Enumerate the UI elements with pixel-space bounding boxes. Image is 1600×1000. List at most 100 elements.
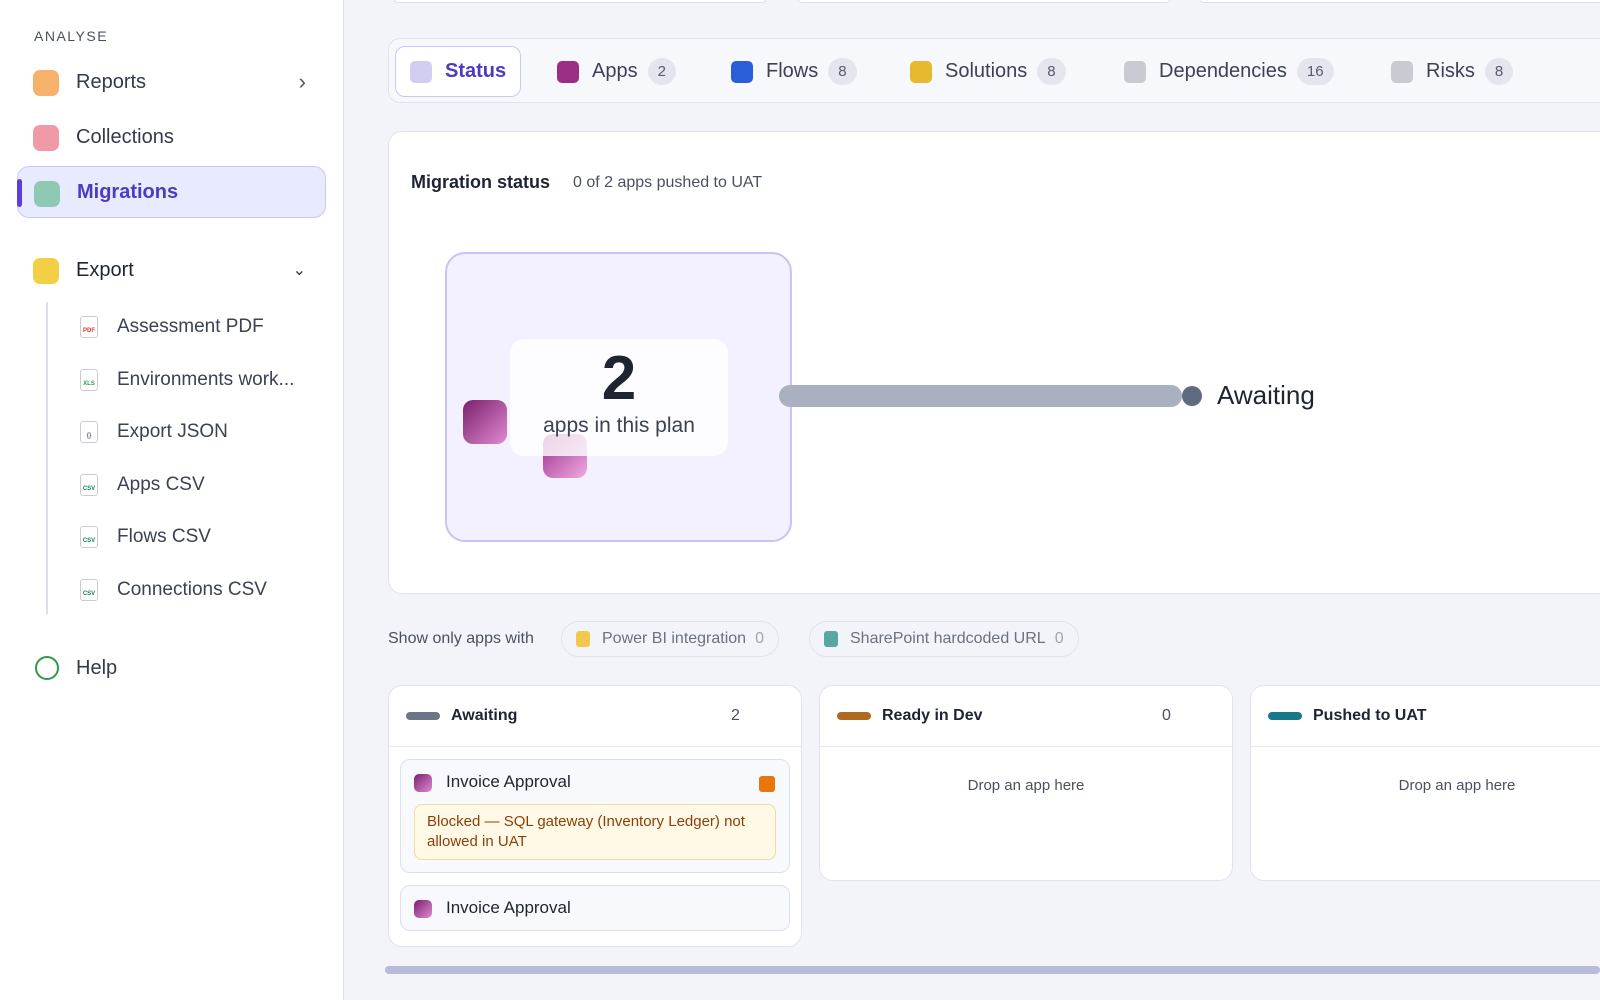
- chip-count: 0: [755, 630, 764, 647]
- filter-chip[interactable]: SharePoint hardcoded URL 0: [809, 621, 1079, 657]
- card-title-row: Invoice Approval: [414, 898, 776, 918]
- tab[interactable]: Apps 2: [543, 46, 690, 97]
- spacer: [389, 747, 801, 759]
- nav-label: Help: [76, 656, 118, 679]
- export-item[interactable]: PDF Assessment PDF: [80, 312, 264, 342]
- column-name: Pushed to UAT: [1313, 707, 1427, 724]
- file-icon: PDF: [80, 316, 98, 338]
- tree-line: [46, 302, 48, 614]
- column-count: 0: [1162, 707, 1171, 724]
- tab-label: Flows: [766, 60, 819, 82]
- stage-label: Awaiting: [1217, 380, 1315, 410]
- empty-hint: Drop an app here: [1398, 777, 1516, 794]
- nav-label: Reports: [76, 70, 147, 93]
- app-card[interactable]: Invoice Approval: [400, 885, 790, 931]
- column-header: Ready in Dev 0: [820, 686, 1232, 747]
- tab[interactable]: Dependencies 16: [1110, 46, 1348, 97]
- column-name: Ready in Dev: [882, 707, 983, 724]
- tab-label: Status: [445, 60, 507, 82]
- count-label: apps in this plan: [543, 414, 695, 437]
- chevron: ⌄: [292, 262, 306, 279]
- top-card: [392, 0, 768, 3]
- export-item[interactable]: CSV Apps CSV: [80, 470, 205, 500]
- chevron: ›: [298, 69, 306, 94]
- status-panel: Migration status 0 of 2 apps pushed to U…: [388, 131, 1600, 594]
- nav-label: Collections: [76, 125, 174, 148]
- tab[interactable]: Risks 8: [1377, 46, 1527, 97]
- column-header: Awaiting 2: [389, 686, 801, 747]
- chip-icon: [576, 631, 590, 647]
- app-icon: [414, 899, 432, 918]
- tab[interactable]: Status: [395, 46, 522, 97]
- card-title: Invoice Approval: [446, 772, 571, 791]
- export-label: Connections CSV: [117, 579, 267, 600]
- section-label: ANALYSE: [34, 28, 109, 44]
- export-item[interactable]: CSV Flows CSV: [80, 522, 211, 552]
- panel-title: Migration status: [411, 172, 551, 192]
- blocker-note: Blocked — SQL gateway (Inventory Ledger)…: [414, 804, 776, 860]
- count-card: 2 apps in this plan: [510, 339, 728, 456]
- app-icon: [463, 400, 507, 444]
- file-icon: CSV: [80, 526, 98, 549]
- nav-item[interactable]: Collections: [17, 111, 326, 163]
- tab-count: 8: [1037, 58, 1066, 85]
- tab-icon: [1124, 60, 1146, 83]
- tab-count: 16: [1296, 58, 1334, 85]
- export-label: Export JSON: [117, 421, 228, 443]
- tab-label: Risks: [1426, 60, 1475, 82]
- column-count: 2: [731, 707, 740, 724]
- nav-item[interactable]: Help: [17, 642, 326, 694]
- tab-label: Solutions: [945, 60, 1028, 82]
- empty-hint: Drop an app here: [967, 777, 1085, 794]
- top-card: [796, 0, 1172, 3]
- tab-count: 8: [828, 58, 857, 85]
- progress-bar: [779, 385, 1182, 407]
- file-icon: {}: [80, 421, 98, 444]
- tab-icon: [731, 60, 753, 83]
- app-count: 2: [601, 344, 637, 413]
- file-icon: CSV: [80, 579, 98, 601]
- chip-icon: [824, 631, 838, 647]
- export-label: Assessment PDF: [117, 316, 264, 337]
- app-icon: [414, 773, 432, 792]
- nav-item[interactable]: Reports ›: [17, 56, 326, 108]
- board-column: Pushed to UAT Drop an app here: [1250, 685, 1600, 881]
- card-title-row: Invoice Approval: [414, 772, 776, 792]
- tab-icon: [557, 60, 579, 83]
- file-icon: XLS: [80, 368, 98, 391]
- app-card[interactable]: Invoice Approval Blocked — SQL gateway (I…: [400, 759, 790, 873]
- tab-count: 8: [1484, 58, 1514, 85]
- filter-label: Show only apps with: [388, 630, 534, 647]
- filter-chip[interactable]: Power BI integration 0: [561, 621, 779, 657]
- status-pill: [1268, 712, 1302, 720]
- tab-icon: [1391, 60, 1413, 83]
- scrollbar: [385, 966, 1600, 974]
- tab[interactable]: Solutions 8: [896, 46, 1080, 97]
- status-pill: [837, 712, 871, 720]
- nav-label: Migrations: [77, 180, 179, 203]
- chip-count: 0: [1054, 630, 1064, 647]
- panel-subtitle: 0 of 2 apps pushed to UAT: [573, 174, 763, 191]
- column-header: Pushed to UAT: [1251, 686, 1600, 747]
- tab-label: Apps: [592, 60, 638, 82]
- export-label: Flows CSV: [117, 526, 211, 548]
- tab-icon: [910, 60, 932, 83]
- tab[interactable]: Flows 8: [717, 46, 871, 97]
- file-icon: CSV: [80, 473, 98, 496]
- export-item[interactable]: XLS Environments work...: [80, 365, 294, 395]
- stage-dot: [1182, 386, 1202, 406]
- nav-label: Export: [76, 258, 134, 281]
- sidebar: ANALYSE Reports › Collections Migrations …: [0, 0, 344, 1000]
- tab-label: Dependencies: [1159, 60, 1287, 82]
- export-item[interactable]: CSV Connections CSV: [80, 575, 267, 605]
- board-column: Awaiting 2 Invoice Approval Blocked — SQL g…: [388, 685, 802, 947]
- chip-label: SharePoint hardcoded URL: [850, 630, 1046, 647]
- nav-item[interactable]: Export ⌄: [17, 244, 326, 296]
- tab-icon: [410, 60, 432, 83]
- tab-bar: Status Apps 2 Flows 8 Solutions 8 Dependencies 1…: [388, 38, 1600, 103]
- export-item[interactable]: {} Export JSON: [80, 417, 228, 447]
- card-title: Invoice Approval: [446, 898, 571, 917]
- nav-item[interactable]: Migrations: [17, 166, 326, 218]
